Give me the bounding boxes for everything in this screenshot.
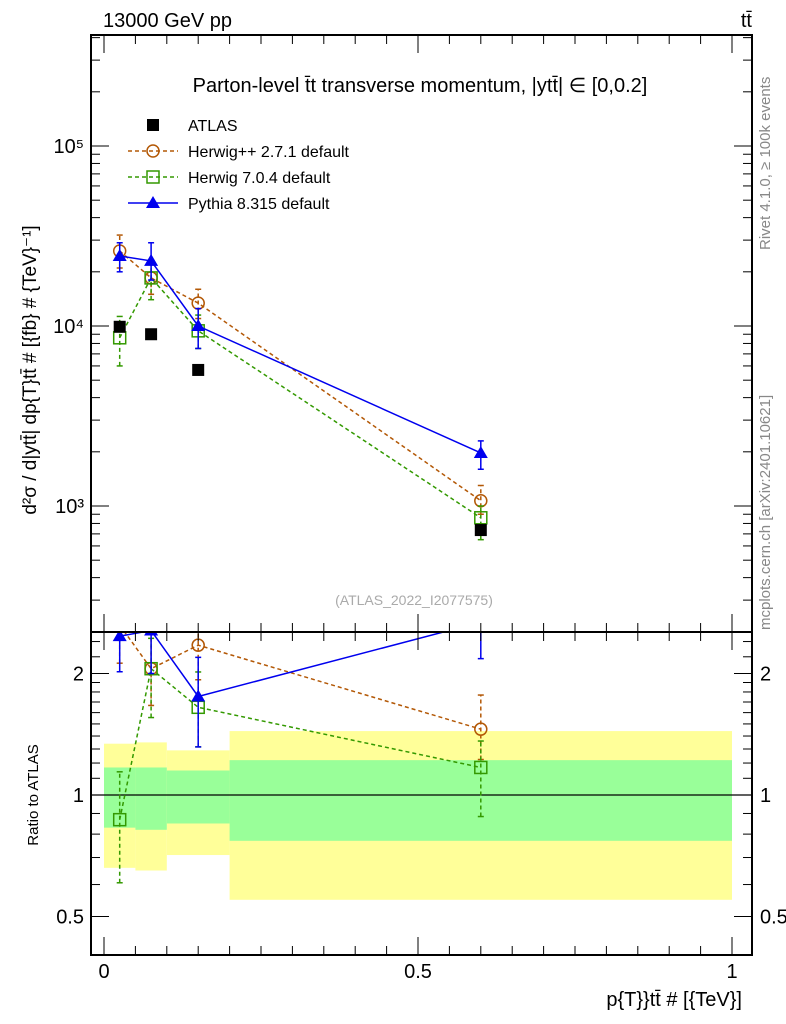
x-tick-label: 0: [98, 961, 109, 983]
legend-marker-herwig7: [146, 170, 160, 184]
atlas-point: [113, 320, 126, 333]
pythia-line: [119, 632, 447, 698]
y-tick-label: 10⁵: [53, 136, 84, 158]
ratio-y-tick-label-right: 2: [760, 664, 771, 686]
pythia-point: [191, 689, 206, 702]
band-inner-bin: [135, 767, 167, 830]
ratio-y-tick-label-right: 0.5: [760, 907, 786, 929]
legend-marker-herwigpp: [146, 144, 160, 158]
y-axis-label: d²σ / d|ytt̄| dp{T}tt̄ # [{fb} # {TeV}⁻¹…: [20, 225, 41, 514]
main-plot-marks: [112, 234, 488, 541]
pythia-point: [473, 445, 488, 458]
legend-marker-atlas: [147, 119, 159, 131]
herwigpp-line: [119, 250, 482, 502]
y-tick-label: 10⁴: [53, 316, 84, 338]
legend-label-pythia: Pythia 8.315 default: [188, 196, 330, 213]
x-tick-label: 1: [726, 961, 737, 983]
watermark: (ATLAS_2022_I2077575): [335, 592, 493, 608]
pythia-point: [144, 632, 159, 636]
pythia-point: [112, 248, 127, 261]
ratio-y-tick-label: 1: [73, 785, 84, 807]
mcplots-label: mcplots.cern.ch [arXiv:2401.10621]: [757, 395, 774, 630]
pythia-point: [191, 319, 206, 331]
legend-marker-pythia: [146, 196, 160, 208]
legend: ATLAS Herwig++ 2.7.1 default Herwig 7.0.4 …: [128, 118, 350, 213]
pythia-point: [112, 632, 127, 642]
herwig7-point: [474, 760, 488, 775]
pythia-point: [144, 253, 159, 266]
header-right: tt̄: [741, 10, 753, 32]
herwig7-point: [474, 511, 488, 525]
chart-title: Parton-level t̄t transverse momentum, |y…: [193, 75, 648, 97]
legend-label-atlas: ATLAS: [188, 118, 238, 135]
legend-label-herwig7: Herwig 7.0.4 default: [188, 170, 331, 187]
atlas-point: [474, 524, 487, 537]
herwig7-point: [112, 812, 127, 827]
herwigpp-point: [114, 619, 126, 631]
x-tick-label: 0.5: [404, 961, 432, 983]
pythia-line: [119, 255, 482, 454]
ratio-y-tick-label-right: 1: [760, 785, 771, 807]
herwig7-line: [119, 276, 482, 519]
x-axis-label: p{T}}tt̄ # [{TeV}]: [606, 989, 742, 1011]
header-left: 13000 GeV pp: [103, 10, 232, 32]
ratio-frame: [90, 631, 753, 956]
axis-ticks: 10³ 10⁴ 10⁵ 0.5 0.5 1 1 2 2 0 0.5 1: [53, 35, 786, 983]
ratio-y-tick-label: 0.5: [56, 907, 84, 929]
herwigpp-point: [474, 722, 488, 736]
ratio-bands: [104, 731, 732, 900]
herwigpp-line: [123, 632, 482, 730]
ratio-y-tick-label: 2: [73, 664, 84, 686]
atlas-point: [145, 328, 158, 341]
herwig7-line: [118, 667, 481, 820]
atlas-point: [192, 363, 205, 376]
y-tick-label: 10³: [55, 496, 84, 518]
ratio-y-axis-label: Ratio to ATLAS: [25, 744, 42, 845]
legend-label-herwigpp: Herwig++ 2.7.1 default: [188, 144, 350, 161]
band-inner-bin: [166, 770, 230, 824]
rivet-label: Rivet 4.1.0, ≥ 100k events: [757, 77, 774, 250]
